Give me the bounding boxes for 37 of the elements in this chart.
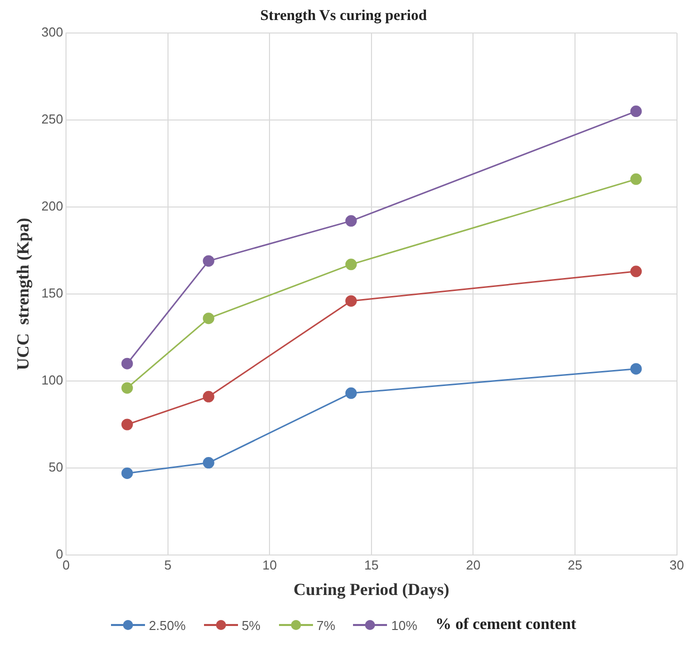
- legend-title: % of cement content: [435, 616, 576, 634]
- point: [345, 258, 357, 270]
- y-axis-title: UCC strength (Kpa): [14, 218, 33, 370]
- legend-label: 7%: [316, 618, 336, 632]
- point: [630, 266, 642, 278]
- point: [630, 106, 642, 118]
- point: [202, 457, 214, 469]
- point: [202, 390, 214, 402]
- y-tick-label: 150: [41, 286, 64, 301]
- y-tick-label: 200: [41, 198, 64, 214]
- point: [121, 358, 133, 370]
- y-tick-label: 250: [41, 112, 64, 127]
- point: [345, 215, 357, 227]
- x-tick-label: 25: [568, 557, 582, 572]
- point: [202, 312, 214, 324]
- point: [630, 173, 642, 185]
- point: [345, 387, 357, 399]
- y-tick-label: 300: [41, 24, 64, 40]
- x-tick-label: 5: [164, 557, 172, 572]
- point: [121, 382, 133, 394]
- x-tick-label: 20: [466, 557, 480, 572]
- x-tick-label: 30: [670, 557, 684, 572]
- y-tick-label: 100: [41, 372, 64, 388]
- point: [121, 418, 133, 430]
- legend-label: 10%: [391, 618, 418, 632]
- x-axis-title: Curing Period (Days): [294, 580, 450, 600]
- point: [121, 467, 133, 479]
- chart-title: Strength Vs curing period: [260, 8, 428, 24]
- legend-label: 5%: [242, 618, 260, 632]
- y-tick-label: 50: [48, 460, 64, 475]
- x-tick-label: 15: [364, 557, 379, 572]
- legend-label: 2.50%: [148, 618, 186, 632]
- point: [202, 255, 214, 267]
- point: [630, 363, 642, 375]
- point: [345, 295, 357, 307]
- y-tick-label: 0: [56, 546, 64, 562]
- x-tick-label: 10: [262, 557, 277, 572]
